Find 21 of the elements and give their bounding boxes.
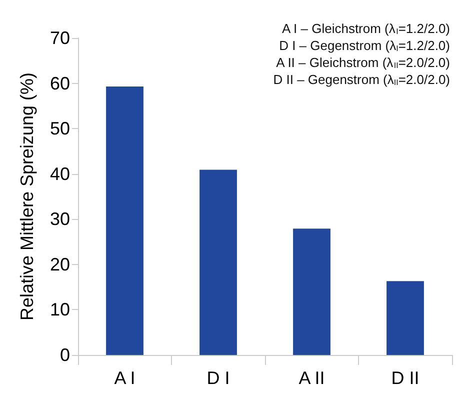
x-tick-label: A II bbox=[298, 368, 325, 388]
bar bbox=[386, 281, 424, 355]
bar bbox=[200, 170, 237, 355]
x-tick-label: D II bbox=[391, 368, 420, 388]
y-tick-label: 0 bbox=[60, 345, 70, 365]
x-tick-label: D I bbox=[206, 368, 230, 388]
annotation: D II – Gegenstrom (λII=2.0/2.0) bbox=[273, 72, 450, 87]
bar bbox=[293, 228, 330, 355]
x-tick-label: A I bbox=[114, 368, 136, 388]
annotation: A II – Gleichstrom (λII=2.0/2.0) bbox=[276, 55, 450, 70]
y-tick-label: 20 bbox=[50, 254, 70, 274]
y-axis-title: Relative Mittlere Spreizung (%) bbox=[17, 72, 37, 321]
text: A I – Gleichstrom (λI=1.2/2.0) bbox=[282, 21, 450, 36]
y-tick-label: 50 bbox=[50, 118, 70, 139]
bar bbox=[106, 86, 144, 355]
annotation: D I – Gegenstrom (λI=1.2/2.0) bbox=[279, 38, 450, 53]
y-tick-label: 40 bbox=[50, 164, 70, 184]
y-tick-label: 30 bbox=[50, 209, 70, 230]
y-tick-label: 70 bbox=[50, 28, 70, 48]
y-tick-label: 10 bbox=[50, 300, 70, 320]
y-tick-label: 60 bbox=[50, 73, 70, 94]
